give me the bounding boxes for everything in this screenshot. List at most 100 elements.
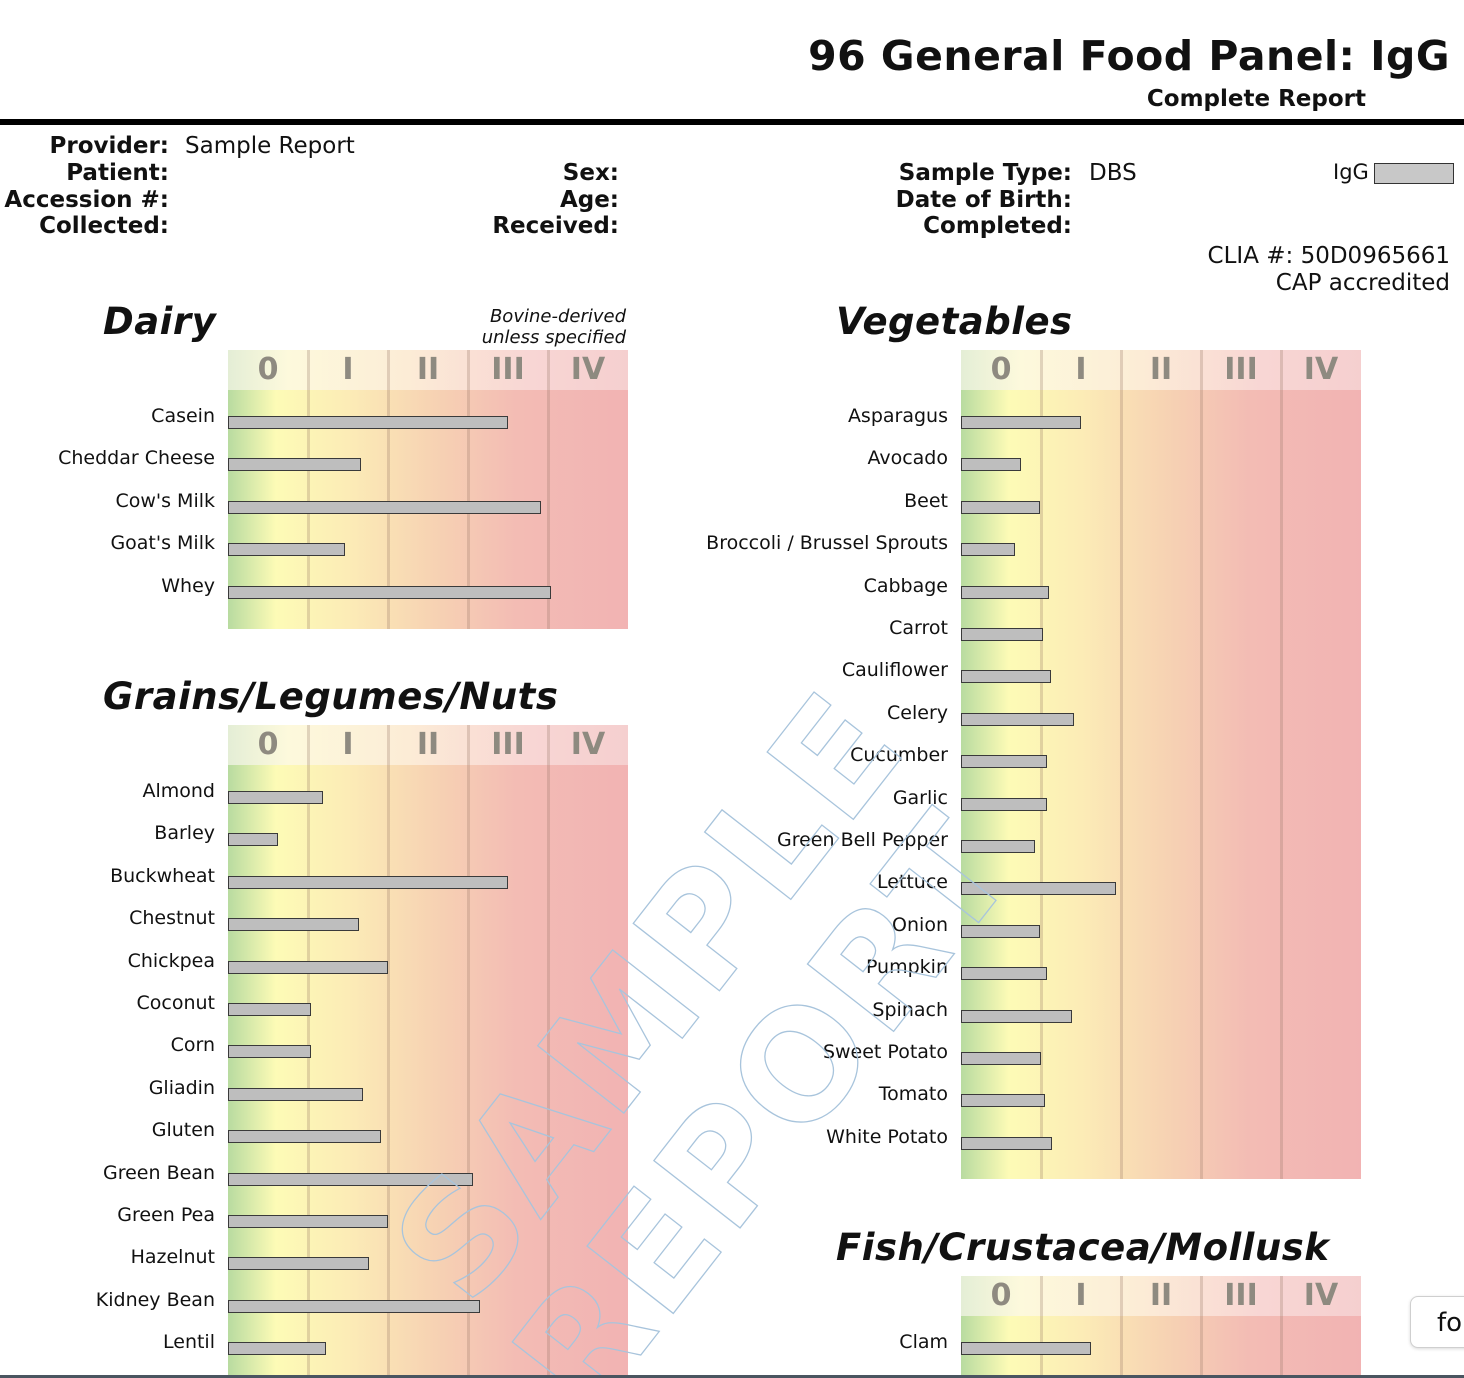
category-label: Carrot: [889, 617, 948, 639]
bar: [961, 755, 1048, 769]
category-label: Celery: [887, 701, 948, 724]
category-label: Cucumber: [850, 744, 948, 767]
category-label: Onion: [892, 913, 948, 936]
bar: [961, 543, 1016, 557]
bar: [961, 967, 1048, 981]
category-label: Almond: [142, 780, 215, 802]
bar: [228, 1215, 388, 1228]
report-subtitle: Complete Report: [1146, 86, 1366, 112]
category-label: Cow's Milk: [115, 489, 215, 512]
class-label: 0: [990, 1278, 1012, 1313]
bar: [961, 1052, 1041, 1065]
class-label: III: [491, 727, 525, 762]
bar: [961, 924, 1041, 938]
bar: [961, 1009, 1073, 1023]
class-gridline: [1200, 350, 1203, 1179]
class-label: IV: [1303, 352, 1339, 387]
category-label: Goat's Milk: [110, 532, 215, 555]
class-gridline: [547, 725, 550, 1378]
class-gridline: [1200, 1276, 1203, 1378]
report-title: 96 General Food Panel: IgG: [808, 32, 1450, 80]
class-label: II: [416, 352, 440, 387]
bar: [961, 585, 1049, 599]
class-gridline: [1280, 1276, 1283, 1378]
dob-label: Date of Birth:: [895, 187, 1072, 213]
class-label: II: [416, 727, 440, 762]
bar: [228, 791, 324, 804]
bar: [961, 416, 1081, 429]
class-gridline: [387, 350, 390, 629]
bar: [961, 882, 1117, 896]
class-label: 0: [257, 727, 279, 762]
category-label: Gliadin: [148, 1076, 215, 1099]
category-label: Pumpkin: [865, 956, 948, 979]
bar: [228, 416, 508, 429]
class-gridline: [1040, 1276, 1043, 1378]
bar: [228, 1299, 480, 1313]
bar: [961, 840, 1036, 853]
class-label: 0: [257, 352, 279, 387]
vegetables-title: Vegetables: [836, 300, 1073, 343]
category-label: Whey: [161, 574, 215, 597]
class-label: IV: [570, 352, 606, 387]
category-label: Broccoli / Brussel Sprouts: [706, 532, 948, 555]
class-label: I: [1075, 352, 1087, 387]
chart-gradient-background: [961, 390, 1361, 1179]
sex-label: Sex:: [562, 160, 619, 186]
category-label: White Potato: [826, 1125, 948, 1148]
bar: [228, 918, 360, 932]
class-header: [228, 350, 628, 390]
class-gridline: [1120, 1276, 1123, 1378]
class-gridline: [467, 725, 470, 1378]
cap-accredited: CAP accredited: [1275, 270, 1450, 296]
chart-gradient-background: [228, 765, 628, 1378]
category-label: Asparagus: [847, 405, 948, 427]
header-divider: [0, 119, 1464, 125]
class-header: [961, 350, 1361, 390]
completed-label: Completed:: [923, 213, 1072, 239]
bar: [961, 628, 1044, 641]
category-label: Gluten: [151, 1119, 215, 1142]
bar: [228, 1257, 369, 1271]
category-label: Chickpea: [127, 949, 215, 972]
category-label: Green Pea: [117, 1204, 215, 1226]
class-gridline: [307, 350, 310, 629]
class-gridline: [1280, 350, 1283, 1179]
bar: [961, 797, 1048, 811]
class-header: [228, 725, 628, 765]
class-gridline: [467, 350, 470, 629]
provider-value: Sample Report: [185, 133, 355, 159]
bar: [228, 875, 508, 889]
received-label: Received:: [492, 213, 619, 239]
bar: [228, 1045, 312, 1059]
class-label: IV: [570, 727, 606, 762]
category-label: Cauliflower: [841, 659, 948, 682]
category-label: Barley: [154, 822, 215, 845]
category-label: Green Bean: [103, 1161, 215, 1184]
chart-panel: 0 I II III IV: [961, 1276, 1361, 1378]
bar: [961, 458, 1021, 472]
age-label: Age:: [559, 187, 619, 213]
floating-widget-button[interactable]: fo: [1410, 1296, 1464, 1348]
bar: [228, 960, 388, 974]
category-label: Kidney Bean: [95, 1288, 215, 1311]
bar: [228, 585, 552, 599]
category-label: Coconut: [136, 992, 216, 1014]
class-label: III: [1224, 352, 1258, 387]
patient-label: Patient:: [66, 160, 169, 186]
category-label: Hazelnut: [130, 1246, 215, 1269]
category-label: Lettuce: [876, 871, 948, 894]
category-label: Corn: [170, 1034, 215, 1057]
class-label: I: [342, 352, 354, 387]
bar: [228, 1130, 381, 1144]
bar: [228, 1003, 312, 1016]
bar: [228, 458, 361, 472]
sample-type-label: Sample Type:: [898, 160, 1072, 186]
category-label: Green Bell Pepper: [777, 829, 948, 851]
bar: [228, 1087, 364, 1101]
class-gridline: [1120, 350, 1123, 1179]
bar: [961, 500, 1041, 514]
category-label: Cabbage: [863, 574, 948, 597]
category-label: Chestnut: [129, 907, 215, 930]
category-label: Avocado: [867, 447, 948, 470]
